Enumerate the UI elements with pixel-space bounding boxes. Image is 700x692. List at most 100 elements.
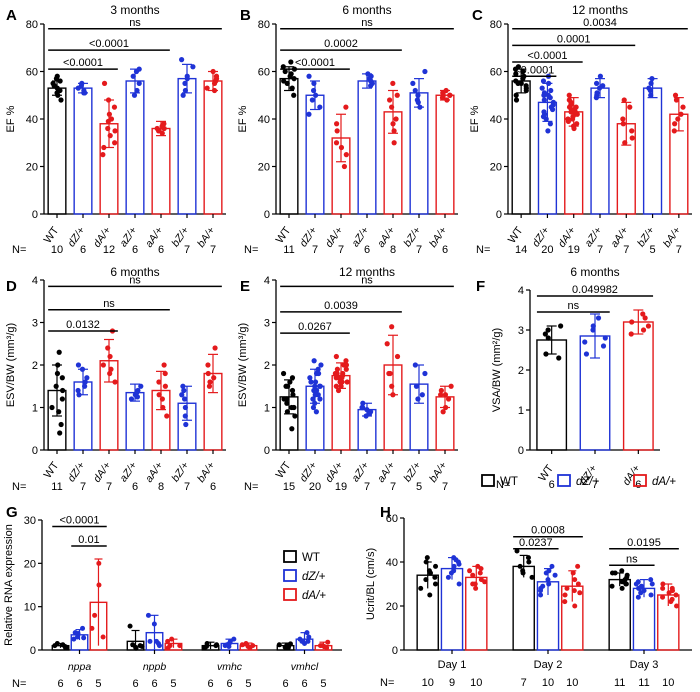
y-tick-label: 10 — [24, 602, 36, 614]
data-point — [206, 383, 213, 389]
data-point — [570, 123, 577, 129]
data-point — [100, 362, 106, 368]
data-point — [334, 128, 340, 134]
n-value: 12 — [103, 244, 115, 256]
data-point — [310, 404, 317, 411]
data-point — [181, 396, 188, 402]
data-point — [543, 351, 549, 357]
panel-label: E — [240, 278, 250, 295]
legend-swatch — [481, 474, 495, 487]
data-point — [422, 68, 428, 75]
data-point — [105, 345, 111, 351]
data-point — [546, 581, 552, 587]
data-point — [211, 80, 218, 86]
panel-title: 3 months — [110, 3, 159, 17]
data-point — [432, 581, 438, 587]
y-tick-label: 0 — [518, 445, 524, 457]
data-point — [570, 570, 576, 576]
data-point — [291, 92, 297, 98]
y-tick-label: 3 — [518, 325, 524, 337]
data-point — [649, 76, 655, 82]
y-tick-label: 80 — [26, 19, 38, 31]
data-point — [344, 379, 350, 385]
legend-label: WT — [500, 476, 518, 488]
data-point — [619, 585, 625, 591]
x-tick-label: WT — [42, 460, 62, 481]
data-point — [562, 592, 568, 598]
data-point — [552, 572, 558, 578]
y-tick-label: 0 — [32, 209, 38, 221]
x-tick-label: Day 2 — [534, 659, 563, 671]
data-point — [540, 78, 547, 84]
data-point — [71, 636, 77, 642]
significance-label: ns — [129, 274, 141, 286]
data-point — [181, 387, 187, 394]
data-point — [334, 370, 340, 377]
significance-label: <0.0001 — [59, 515, 99, 527]
n-value: 11 — [283, 244, 294, 256]
data-point — [412, 362, 418, 368]
y-axis-label: Ucrit/BL (cm/s) — [365, 548, 377, 620]
data-point — [627, 104, 633, 110]
data-point — [545, 577, 551, 583]
legend-swatch — [283, 588, 297, 601]
data-point — [590, 327, 596, 333]
bar — [440, 567, 464, 651]
n-value: 9 — [449, 677, 455, 689]
data-point — [423, 577, 429, 583]
data-point — [391, 128, 397, 134]
data-point — [207, 379, 213, 385]
data-point — [433, 563, 439, 569]
data-point — [310, 87, 317, 94]
n-value: 7 — [184, 244, 190, 256]
y-tick-label: 20 — [386, 601, 398, 613]
y-tick-label: 1 — [518, 405, 524, 417]
n-value: 7 — [312, 244, 318, 256]
y-tick-label: 2 — [518, 365, 524, 377]
y-tick-label: 4 — [518, 285, 524, 297]
x-tick-label: nppb — [143, 661, 167, 673]
bar — [590, 87, 610, 215]
data-point — [545, 327, 551, 333]
bar — [125, 80, 145, 215]
x-tick-label: vmhcl — [291, 661, 319, 673]
data-point — [56, 409, 62, 415]
data-point — [82, 90, 88, 96]
data-point — [306, 634, 312, 640]
data-point — [343, 104, 349, 110]
data-point — [675, 116, 681, 122]
data-point — [56, 349, 62, 355]
data-point — [89, 625, 95, 631]
n-value: 7 — [623, 244, 629, 256]
data-point — [445, 396, 452, 402]
n-label: N= — [12, 481, 26, 493]
data-point — [541, 90, 548, 96]
bar — [177, 77, 197, 215]
data-point — [545, 335, 551, 341]
n-value: 14 — [515, 244, 527, 256]
data-point — [315, 366, 321, 372]
y-tick-label: 0 — [32, 445, 38, 457]
data-point — [628, 331, 634, 337]
data-point — [673, 592, 679, 598]
legend-label: dZ/+ — [302, 571, 326, 583]
data-point — [389, 324, 395, 330]
data-point — [101, 80, 108, 86]
data-point — [182, 404, 188, 411]
data-point — [280, 64, 286, 70]
data-point — [674, 603, 680, 609]
data-point — [75, 362, 82, 368]
data-point — [82, 383, 88, 389]
data-point — [134, 394, 141, 400]
n-value: 6 — [442, 244, 448, 256]
bar — [435, 94, 455, 215]
data-point — [412, 87, 418, 94]
data-point — [556, 355, 562, 361]
data-point — [312, 379, 319, 385]
n-value: 6 — [76, 678, 82, 690]
x-tick-label: Day 3 — [630, 659, 659, 671]
bar — [47, 87, 67, 215]
data-point — [419, 392, 425, 398]
y-tick-label: 0 — [264, 445, 270, 457]
